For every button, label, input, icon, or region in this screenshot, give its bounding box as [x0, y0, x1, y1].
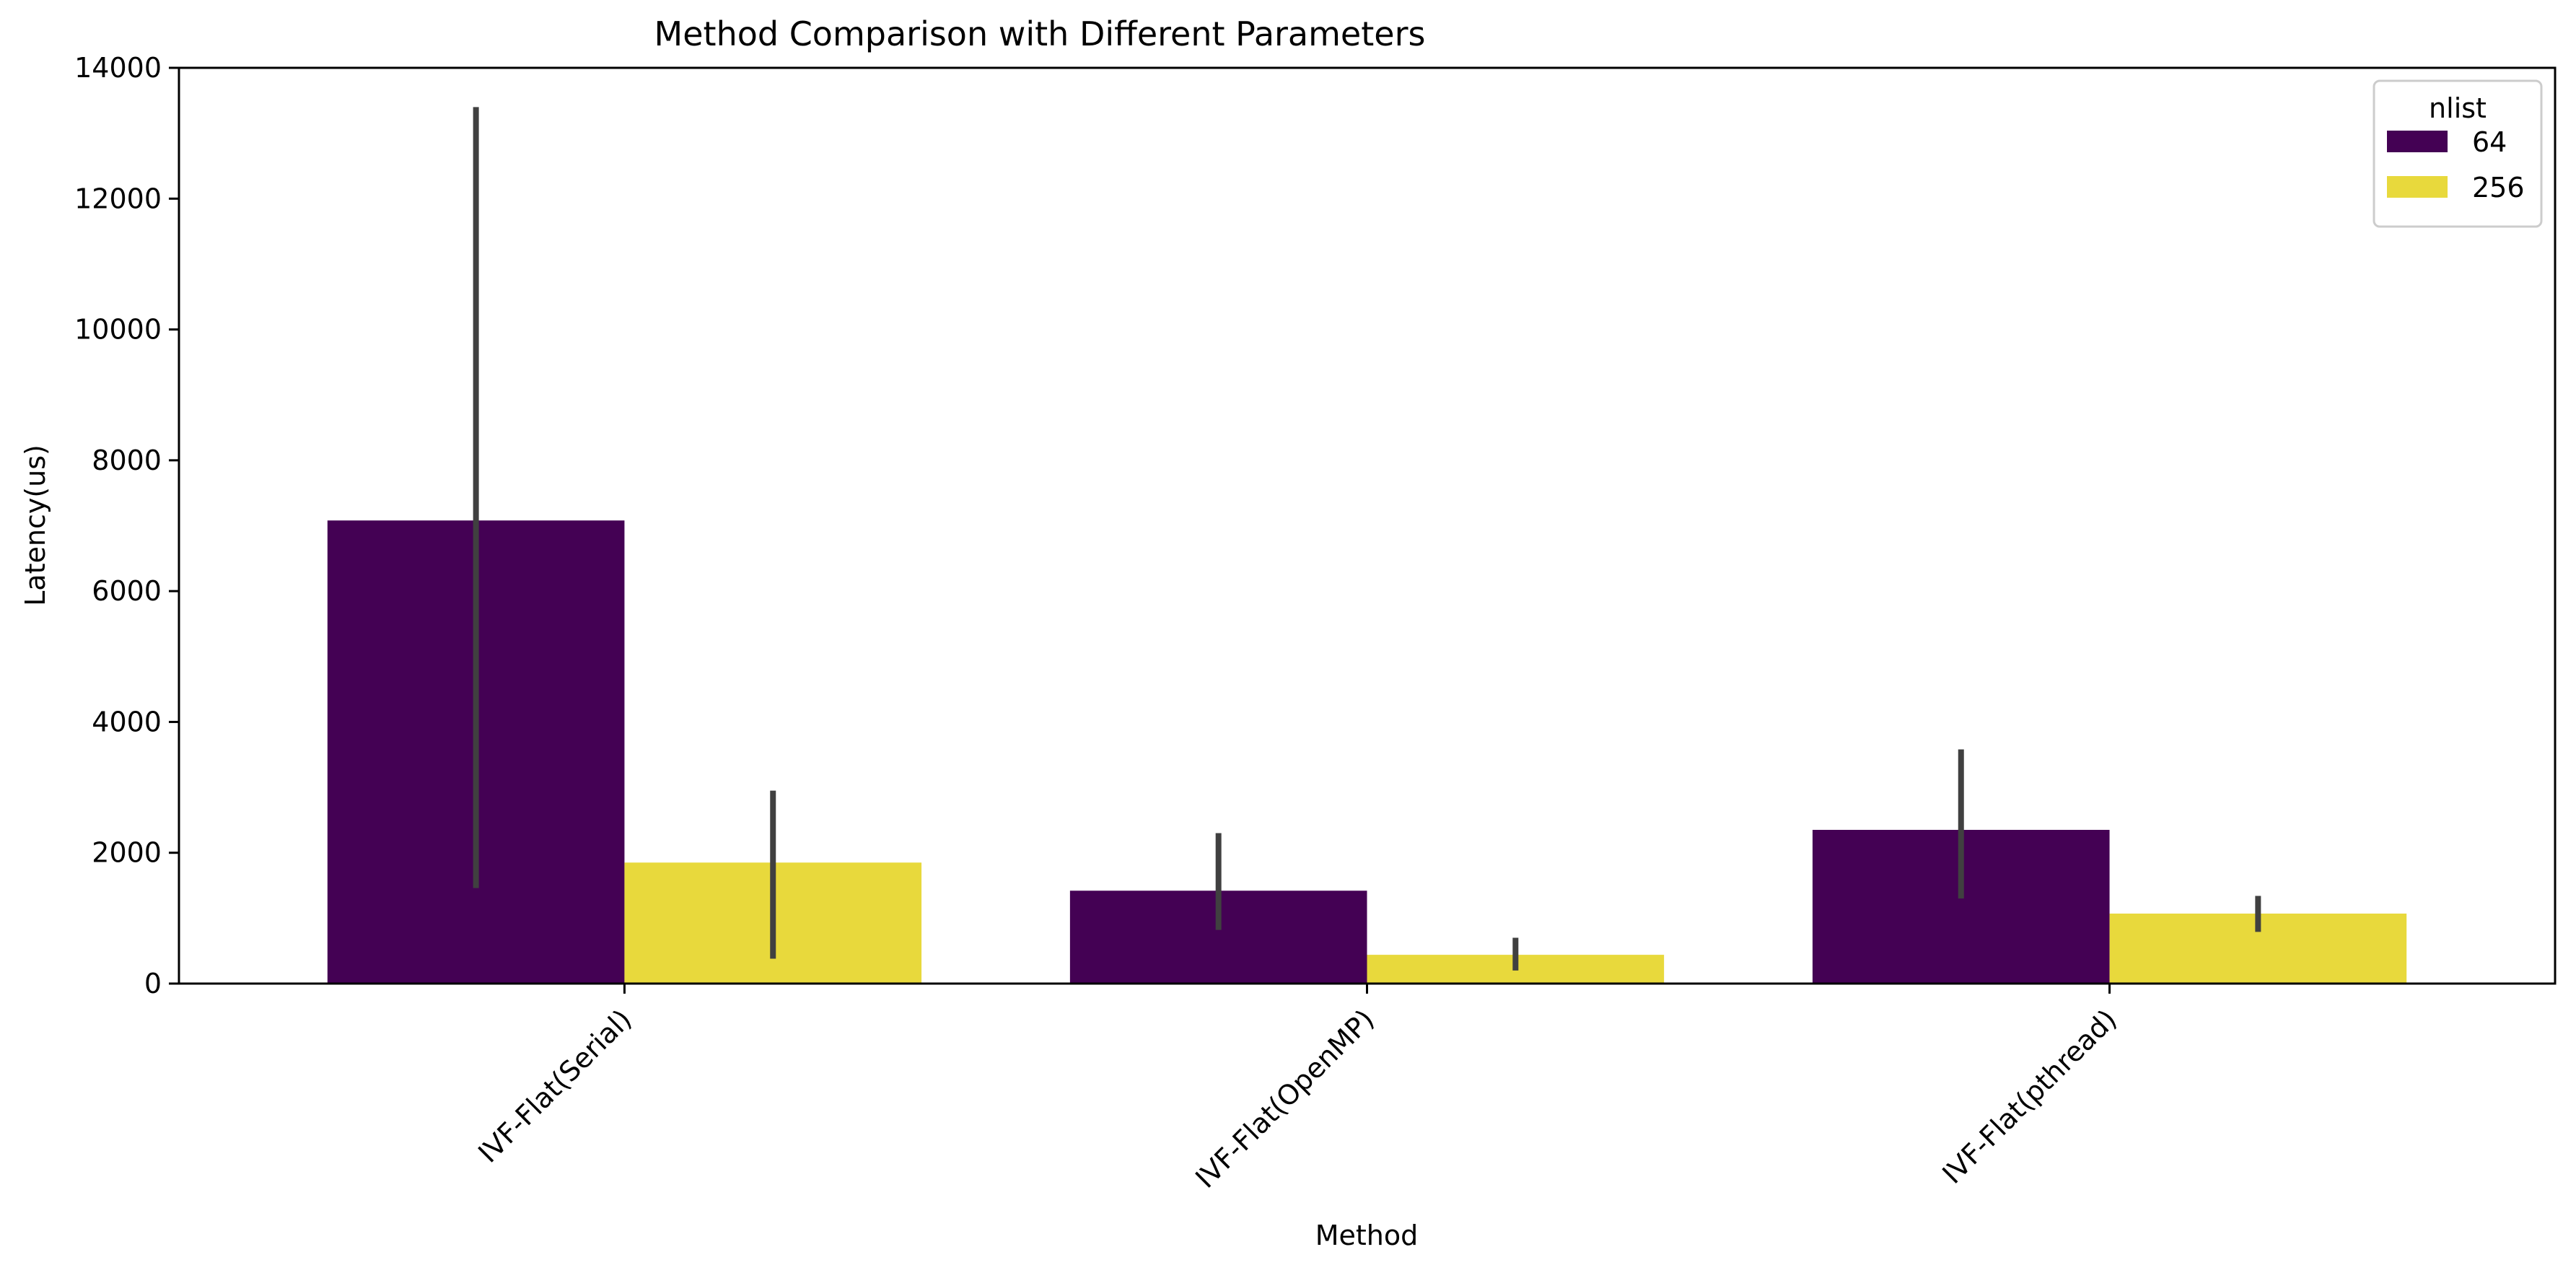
error-bars-layer — [473, 107, 2261, 971]
y-axis: 0 2000 4000 6000 8000 10000 12000 14000 — [74, 52, 179, 999]
legend-title: nlist — [2429, 92, 2487, 124]
y-tick-label-7: 14000 — [74, 52, 162, 84]
x-tick-label-1: IVF-Flat(OpenMP) — [1189, 1003, 1380, 1194]
y-tick-label-3: 6000 — [92, 575, 162, 607]
x-tick-label-2: IVF-Flat(pthread) — [1936, 1003, 2123, 1190]
x-axis: IVF-Flat(Serial) IVF-Flat(OpenMP) IVF-Flat… — [472, 984, 2123, 1194]
legend-swatch-64 — [2387, 131, 2448, 152]
bars-layer — [327, 520, 2407, 984]
x-axis-label: Method — [1315, 1220, 1419, 1251]
x-tick-label-0: IVF-Flat(Serial) — [472, 1003, 637, 1168]
legend-label-256: 256 — [2472, 172, 2525, 203]
chart-title: Method Comparison with Different Paramet… — [654, 14, 1426, 53]
y-tick-label-5: 10000 — [74, 314, 162, 346]
y-tick-label-4: 8000 — [92, 445, 162, 476]
legend-label-64: 64 — [2472, 126, 2507, 158]
y-tick-label-2: 4000 — [92, 706, 162, 738]
legend-swatch-256 — [2387, 176, 2448, 198]
y-tick-label-0: 0 — [144, 968, 162, 999]
y-tick-label-6: 12000 — [74, 183, 162, 214]
y-axis-label: Latency(us) — [19, 445, 51, 606]
y-tick-label-1: 2000 — [92, 837, 162, 869]
